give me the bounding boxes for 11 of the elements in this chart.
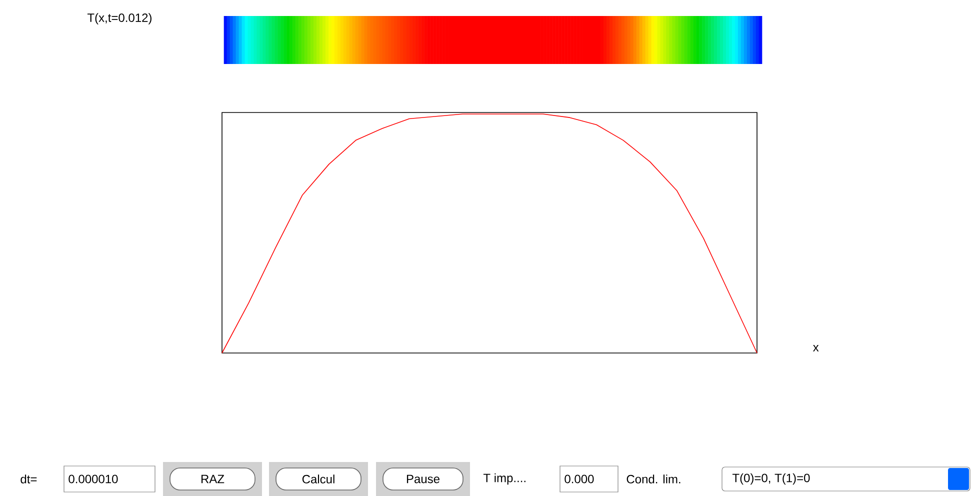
text: T(x,t=0.012): [87, 13, 152, 24]
text: Cond. lim.: [626, 474, 680, 484]
text: 0.000010: [68, 474, 118, 484]
text: T imp....: [483, 473, 526, 485]
text: Calcul: [302, 474, 334, 484]
text: Pause: [406, 474, 440, 484]
text: dt=: [20, 474, 37, 484]
text: RAZ: [201, 474, 224, 484]
x-axis-title: x: [813, 345, 819, 352]
text: 0.000: [564, 474, 594, 484]
text: T(0)=0, T(1)=0: [732, 473, 810, 485]
